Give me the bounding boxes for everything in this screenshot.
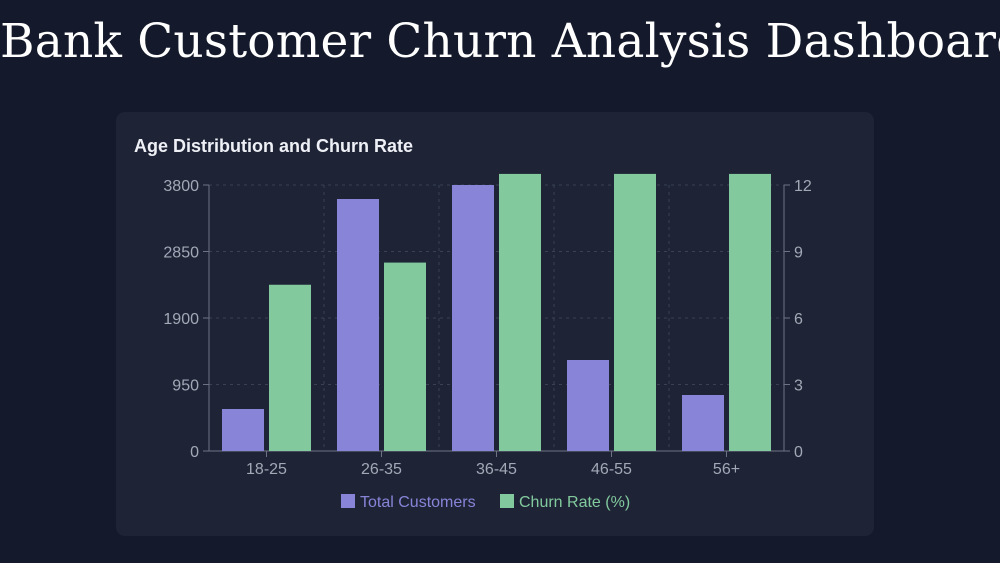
- x-axis-tick-label: 56+: [713, 461, 740, 478]
- chart-title: Age Distribution and Churn Rate: [134, 136, 413, 156]
- legend-swatch-churn-rate: [500, 494, 514, 508]
- churn-rate-bar-36-45[interactable]: [499, 173, 541, 451]
- right-axis-tick-label: 3: [794, 378, 803, 395]
- left-axis-tick-label: 950: [172, 378, 199, 395]
- x-axis-tick-label: 18-25: [246, 461, 287, 478]
- churn-rate-bar-18-25[interactable]: [269, 284, 311, 451]
- right-axis-tick-label: 12: [794, 178, 812, 195]
- total-customers-bar-18-25[interactable]: [222, 409, 264, 451]
- left-axis-tick-label: 3800: [163, 178, 199, 195]
- total-customers-bar-26-35[interactable]: [337, 199, 379, 451]
- churn-rate-bar-46-55[interactable]: [614, 173, 656, 451]
- left-axis-tick-label: 1900: [163, 311, 199, 328]
- right-axis-tick-label: 9: [794, 245, 803, 262]
- legend-label-churn-rate: Churn Rate (%): [519, 494, 630, 511]
- x-axis-tick-label: 36-45: [476, 461, 517, 478]
- left-axis-tick-label: 2850: [163, 245, 199, 262]
- left-axis-tick-label: 0: [190, 444, 199, 461]
- x-axis-tick-label: 46-55: [591, 461, 632, 478]
- x-axis-tick-label: 26-35: [361, 461, 402, 478]
- age-churn-chart: 0 950 1900 2850 3800 0 3 6 9 12 18-25 26-35 36-45 46-…: [163, 173, 812, 511]
- legend-label-total-customers: Total Customers: [360, 494, 476, 511]
- chart-card: Age Distribution and Churn Rate 0 950 1900…: [116, 112, 874, 536]
- page-title: Bank Customer Churn Analysis Dashboard: [0, 14, 1000, 69]
- total-customers-bar-36-45[interactable]: [452, 185, 494, 451]
- right-axis-tick-label: 6: [794, 311, 803, 328]
- right-axis-tick-label: 0: [794, 444, 803, 461]
- churn-rate-bar-56+[interactable]: [729, 173, 771, 451]
- total-customers-bar-56+[interactable]: [682, 395, 724, 451]
- total-customers-bar-46-55[interactable]: [567, 360, 609, 451]
- legend-swatch-total-customers: [341, 494, 355, 508]
- churn-rate-bar-26-35[interactable]: [384, 262, 426, 451]
